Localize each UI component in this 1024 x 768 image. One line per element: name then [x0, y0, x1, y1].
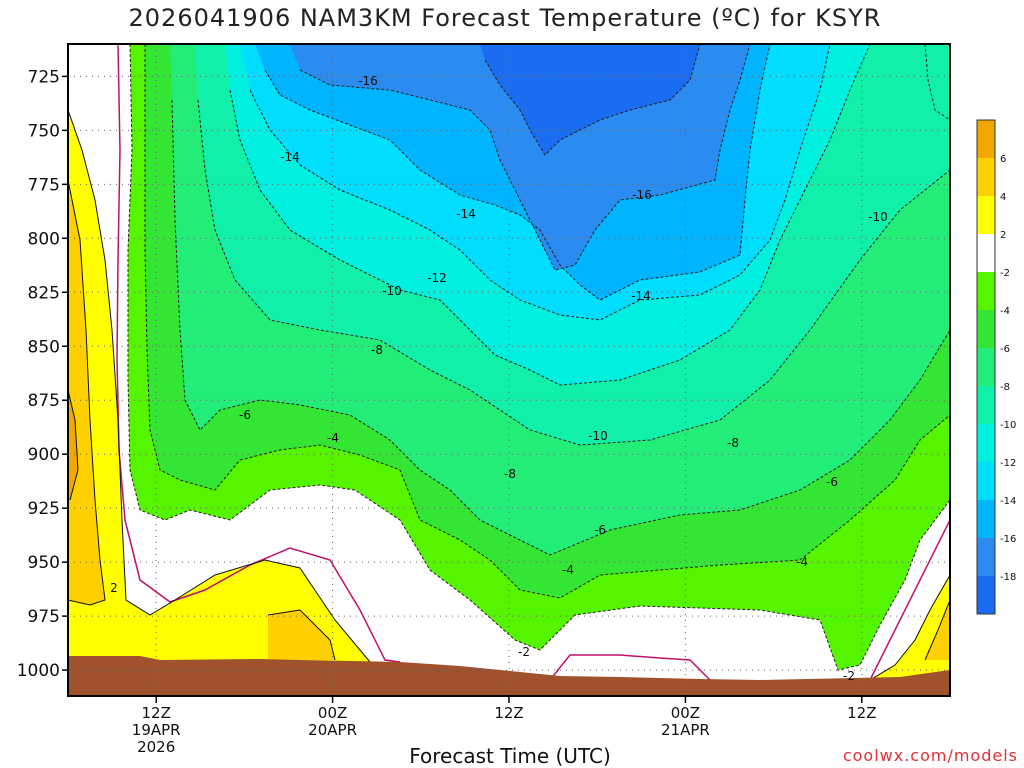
contour-label: -6: [826, 475, 838, 489]
fill-below-minus18: [480, 44, 700, 155]
contour-label: -4: [796, 555, 808, 569]
y-tick-label: 975: [28, 607, 60, 627]
colorbar-label: 2: [1000, 230, 1006, 241]
colorbar-swatch: [977, 158, 995, 196]
colorbar-frame: [976, 119, 996, 615]
negative-contours: [127, 44, 950, 671]
colorbar-swatch: [977, 196, 995, 234]
positive-contours: [68, 109, 950, 681]
contour-label: -8: [504, 467, 516, 481]
colorbar-label: -18: [1000, 572, 1016, 583]
colorbar-swatch: [977, 386, 995, 424]
colorbar-swatch: [977, 500, 995, 538]
x-tick-label: 00Z: [671, 704, 700, 722]
contour-label: -14: [280, 150, 300, 164]
colorbar-swatch: [977, 272, 995, 310]
y-tick-label: 875: [28, 391, 60, 411]
colorbar-label: -16: [1000, 534, 1016, 545]
fill-green-blob: [398, 539, 412, 553]
contour-label: -10: [588, 429, 608, 443]
fill-warm-yellow-left: [68, 110, 370, 662]
colorbar-label: 4: [1000, 192, 1006, 203]
x-tick-label: 2026: [137, 738, 175, 756]
colorbar-swatch: [977, 462, 995, 500]
contour-label: -14: [631, 289, 651, 303]
y-tick-label: 800: [28, 229, 60, 249]
credit-text: coolwx.com/models: [842, 746, 1018, 765]
fill-warm-dark-left: [68, 390, 78, 500]
fill-warm-right-orange: [925, 600, 950, 660]
gridlines: [68, 44, 950, 696]
chart-title: 2026041906 NAM3KM Forecast Temperature (…: [128, 4, 882, 32]
colorbar-swatch: [977, 424, 995, 462]
colorbar-swatch: [977, 348, 995, 386]
x-tick-label: 21APR: [661, 721, 710, 739]
y-tick-label: 850: [28, 337, 60, 357]
colorbar-label: -14: [1000, 496, 1016, 507]
x-tick-label: 12Z: [142, 704, 171, 722]
colorbar-label: -10: [1000, 420, 1016, 431]
y-axis: 725 750 775 800 825 850 875 900 925 950 975 1000: [17, 67, 68, 681]
contour-labels: -16 -16 -14 -14 -14 -12 -10 -10 -10 -8 -8 -8 -6 -6 -6 -…: [110, 74, 888, 683]
x-tick-label: 20APR: [308, 721, 357, 739]
contour-label: -16: [358, 74, 378, 88]
contour-label: -16: [632, 188, 652, 202]
y-tick-label: 825: [28, 283, 60, 303]
colorbar: 6 4 2 -2 -4 -6 -8 -10 -12 -14 -16 -18: [976, 119, 1016, 615]
y-tick-label: 925: [28, 499, 60, 519]
contour-label: -8: [727, 436, 739, 450]
colorbar-swatch: [977, 120, 995, 158]
y-tick-label: 750: [28, 121, 60, 141]
contour-label: -12: [427, 271, 447, 285]
x-tick-label: 00Z: [318, 704, 347, 722]
y-tick-label: 725: [28, 67, 60, 87]
y-tick-label: 775: [28, 175, 60, 195]
colorbar-swatch: [977, 234, 995, 272]
y-tick-label: 1000: [17, 661, 60, 681]
contour-label: -2: [843, 669, 855, 683]
colorbar-swatch: [977, 576, 995, 614]
y-tick-label: 950: [28, 553, 60, 573]
fill-right-edge-teal: [925, 44, 950, 120]
contour-label: -6: [594, 523, 606, 537]
x-tick-label: 12Z: [847, 704, 876, 722]
colorbar-label: -8: [1000, 382, 1010, 393]
colorbar-label: -12: [1000, 458, 1016, 469]
colorbar-swatch: [977, 538, 995, 576]
colorbar-swatch: [977, 310, 995, 348]
contour-label: -2: [518, 645, 530, 659]
temperature-fill: [68, 44, 950, 696]
freezing-contour: [116, 44, 950, 681]
contour-label: -10: [868, 210, 888, 224]
x-tick-label: 19APR: [132, 721, 181, 739]
x-axis-label: Forecast Time (UTC): [409, 744, 611, 768]
contour-label: -6: [239, 408, 251, 422]
contour-label: -4: [327, 431, 339, 445]
colorbar-label: -2: [1000, 268, 1010, 279]
contour-label: -14: [456, 207, 476, 221]
ground-terrain: [68, 656, 950, 696]
y-tick-label: 900: [28, 445, 60, 465]
contour-label: -10: [382, 284, 402, 298]
x-tick-label: 12Z: [494, 704, 523, 722]
colorbar-label: 6: [1000, 154, 1006, 165]
contour-label: 2: [110, 581, 118, 595]
colorbar-label: -6: [1000, 344, 1010, 355]
colorbar-label: -4: [1000, 306, 1010, 317]
contour-label: -8: [371, 343, 383, 357]
contour-label: -4: [562, 563, 574, 577]
